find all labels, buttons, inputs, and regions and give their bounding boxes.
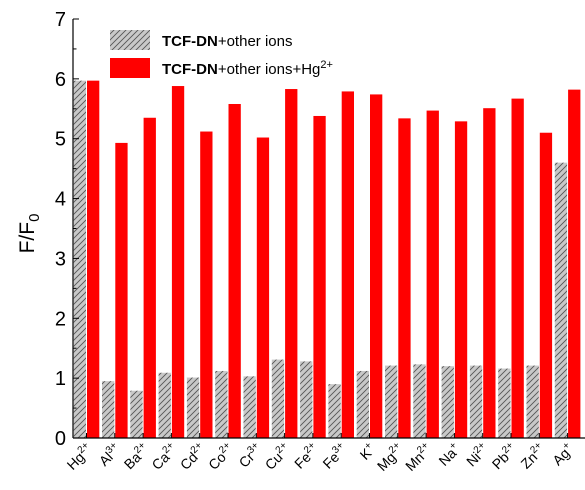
bar-hg-co-5 [228,103,241,439]
x-tick-label: Fe3+ [319,440,351,472]
bar-other-ions-zn-16 [526,365,539,438]
bar-other-ions-co-5 [215,370,228,438]
y-tick-label: 5 [55,129,66,151]
x-tick-label: Mn2+ [401,440,435,474]
bar-hg-na-13 [454,121,468,438]
bar-other-ions-fe-9 [328,384,341,438]
x-tick-label: Na+ [435,440,464,469]
bar-hg-cr-6 [256,137,270,438]
bar-hg-ni-14 [483,108,496,439]
y-tick-label: 4 [55,189,66,211]
bar-other-ions-mn-12 [413,364,426,438]
bar-hg-cd-4 [200,131,213,438]
y-tick-label: 2 [55,308,66,330]
x-tick-label: Al3+ [95,440,124,469]
bar-other-ions-cu-7 [271,359,285,438]
y-tick-label: 7 [55,9,66,31]
y-tick-label: 0 [55,428,66,450]
bar-hg-pb-15 [511,98,524,439]
legend-label-0: TCF-DN+other ions [162,33,292,50]
bar-other-ions-cr-6 [243,376,256,438]
x-tick-label: Mg2+ [373,440,407,474]
legend-swatch-0 [110,30,150,50]
bar-other-ions-mg-11 [385,365,398,438]
x-tick-label: Cu2+ [261,440,294,473]
bar-hg-ba-2 [143,117,156,438]
bar-other-ions-al-1 [102,381,115,438]
bar-other-ions-hg-0 [73,80,86,438]
x-tick-label: Cr3+ [235,440,266,471]
x-tick-label: Zn2+ [517,440,549,472]
y-tick-label: 1 [55,368,66,390]
x-tick-label: Co2+ [204,440,237,473]
bar-other-ions-ba-2 [130,390,143,438]
bar-hg-zn-16 [539,132,553,438]
x-tick-label: Ca2+ [148,440,181,473]
bar-hg-al-1 [115,142,128,438]
x-tick-label: Ag+ [548,440,576,468]
bar-hg-fe-9 [341,91,354,439]
legend-swatch-1 [110,58,150,78]
bar-hg-cu-7 [285,89,298,438]
bar-other-ions-k-10 [356,370,369,438]
bar-hg-hg-0 [87,80,100,438]
bar-hg-k-10 [370,94,383,439]
x-tick-label: Hg2+ [63,440,96,473]
bar-other-ions-fe-8 [300,361,313,438]
bar-other-ions-ni-14 [469,365,483,438]
x-tick-label: Ba2+ [120,440,152,472]
legend-label-1: TCF-DN+other ions+Hg2+ [162,59,333,78]
x-tick-label: K+ [356,440,379,463]
y-tick-label: 3 [55,248,66,270]
x-tick-label: Cd2+ [176,440,209,473]
bar-hg-mg-11 [398,118,411,438]
bar-hg-fe-8 [313,115,326,439]
y-axis-label: F/F0 [16,214,43,254]
bar-hg-ca-3 [171,86,185,438]
x-tick-label: Fe2+ [290,440,322,472]
bar-other-ions-na-13 [441,366,454,438]
x-tick-label: Pb2+ [488,440,520,472]
bar-hg-ag-17 [568,89,581,438]
y-tick-label: 6 [55,69,66,91]
bar-other-ions-pb-15 [498,368,511,438]
bar-hg-mn-12 [426,110,439,439]
x-tick-label: Ni2+ [462,440,492,470]
bar-other-ions-ca-3 [158,372,171,438]
bar-other-ions-ag-17 [554,162,568,438]
bar-other-ions-cd-4 [186,377,200,438]
